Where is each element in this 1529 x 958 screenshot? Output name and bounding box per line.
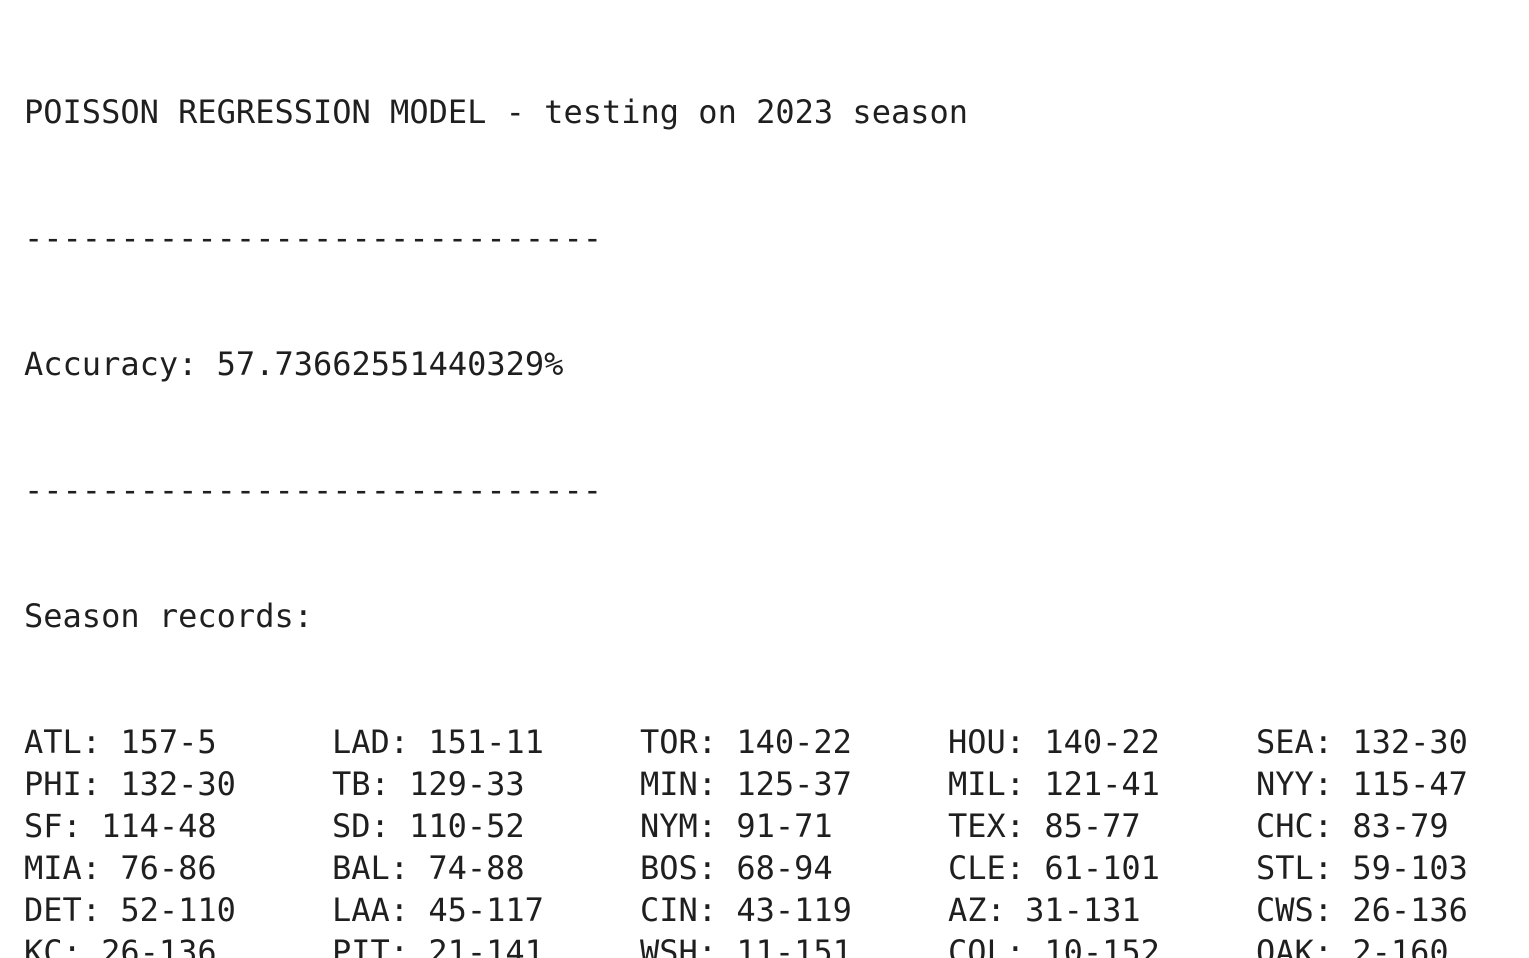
output-title: POISSON REGRESSION MODEL - testing on 20…	[24, 93, 969, 131]
separator-line: ------------------------------	[24, 471, 602, 509]
season-records-grid: ATL: 157-5 LAD: 151-11 TOR: 140-22 HOU: …	[24, 721, 1529, 958]
team-record: DET: 52-110	[24, 891, 236, 929]
team-record: TB: 129-33	[332, 765, 525, 803]
team-record: ATL: 157-5	[24, 723, 217, 761]
team-record: LAD: 151-11	[332, 723, 544, 761]
team-record: NYM: 91-71	[640, 807, 833, 845]
team-record: SF: 114-48	[24, 807, 217, 845]
team-record: PHI: 132-30	[24, 765, 236, 803]
team-record: BAL: 74-88	[332, 849, 525, 887]
team-record: CLE: 61-101	[948, 849, 1160, 887]
team-record: TOR: 140-22	[640, 723, 852, 761]
team-record: NYY: 115-47	[1256, 765, 1468, 803]
separator-line: ------------------------------	[24, 219, 602, 257]
accuracy-line: Accuracy: 57.73662551440329%	[24, 345, 564, 383]
team-record: BOS: 68-94	[640, 849, 833, 887]
team-record: OAK: 2-160	[1256, 933, 1449, 958]
team-record: CIN: 43-119	[640, 891, 852, 929]
team-record: STL: 59-103	[1256, 849, 1468, 887]
team-record: AZ: 31-131	[948, 891, 1141, 929]
team-record: MIL: 121-41	[948, 765, 1160, 803]
team-record: COL: 10-152	[948, 933, 1160, 958]
team-record: KC: 26-136	[24, 933, 217, 958]
team-record: PIT: 21-141	[332, 933, 544, 958]
terminal-output: POISSON REGRESSION MODEL - testing on 20…	[24, 7, 1529, 958]
records-header: Season records:	[24, 597, 313, 635]
team-record: SEA: 132-30	[1256, 723, 1468, 761]
team-record: WSH: 11-151	[640, 933, 852, 958]
team-record: CHC: 83-79	[1256, 807, 1449, 845]
team-record: MIA: 76-86	[24, 849, 217, 887]
team-record: LAA: 45-117	[332, 891, 544, 929]
team-record: MIN: 125-37	[640, 765, 852, 803]
team-record: TEX: 85-77	[948, 807, 1141, 845]
team-record: CWS: 26-136	[1256, 891, 1468, 929]
team-record: SD: 110-52	[332, 807, 525, 845]
team-record: HOU: 140-22	[948, 723, 1160, 761]
